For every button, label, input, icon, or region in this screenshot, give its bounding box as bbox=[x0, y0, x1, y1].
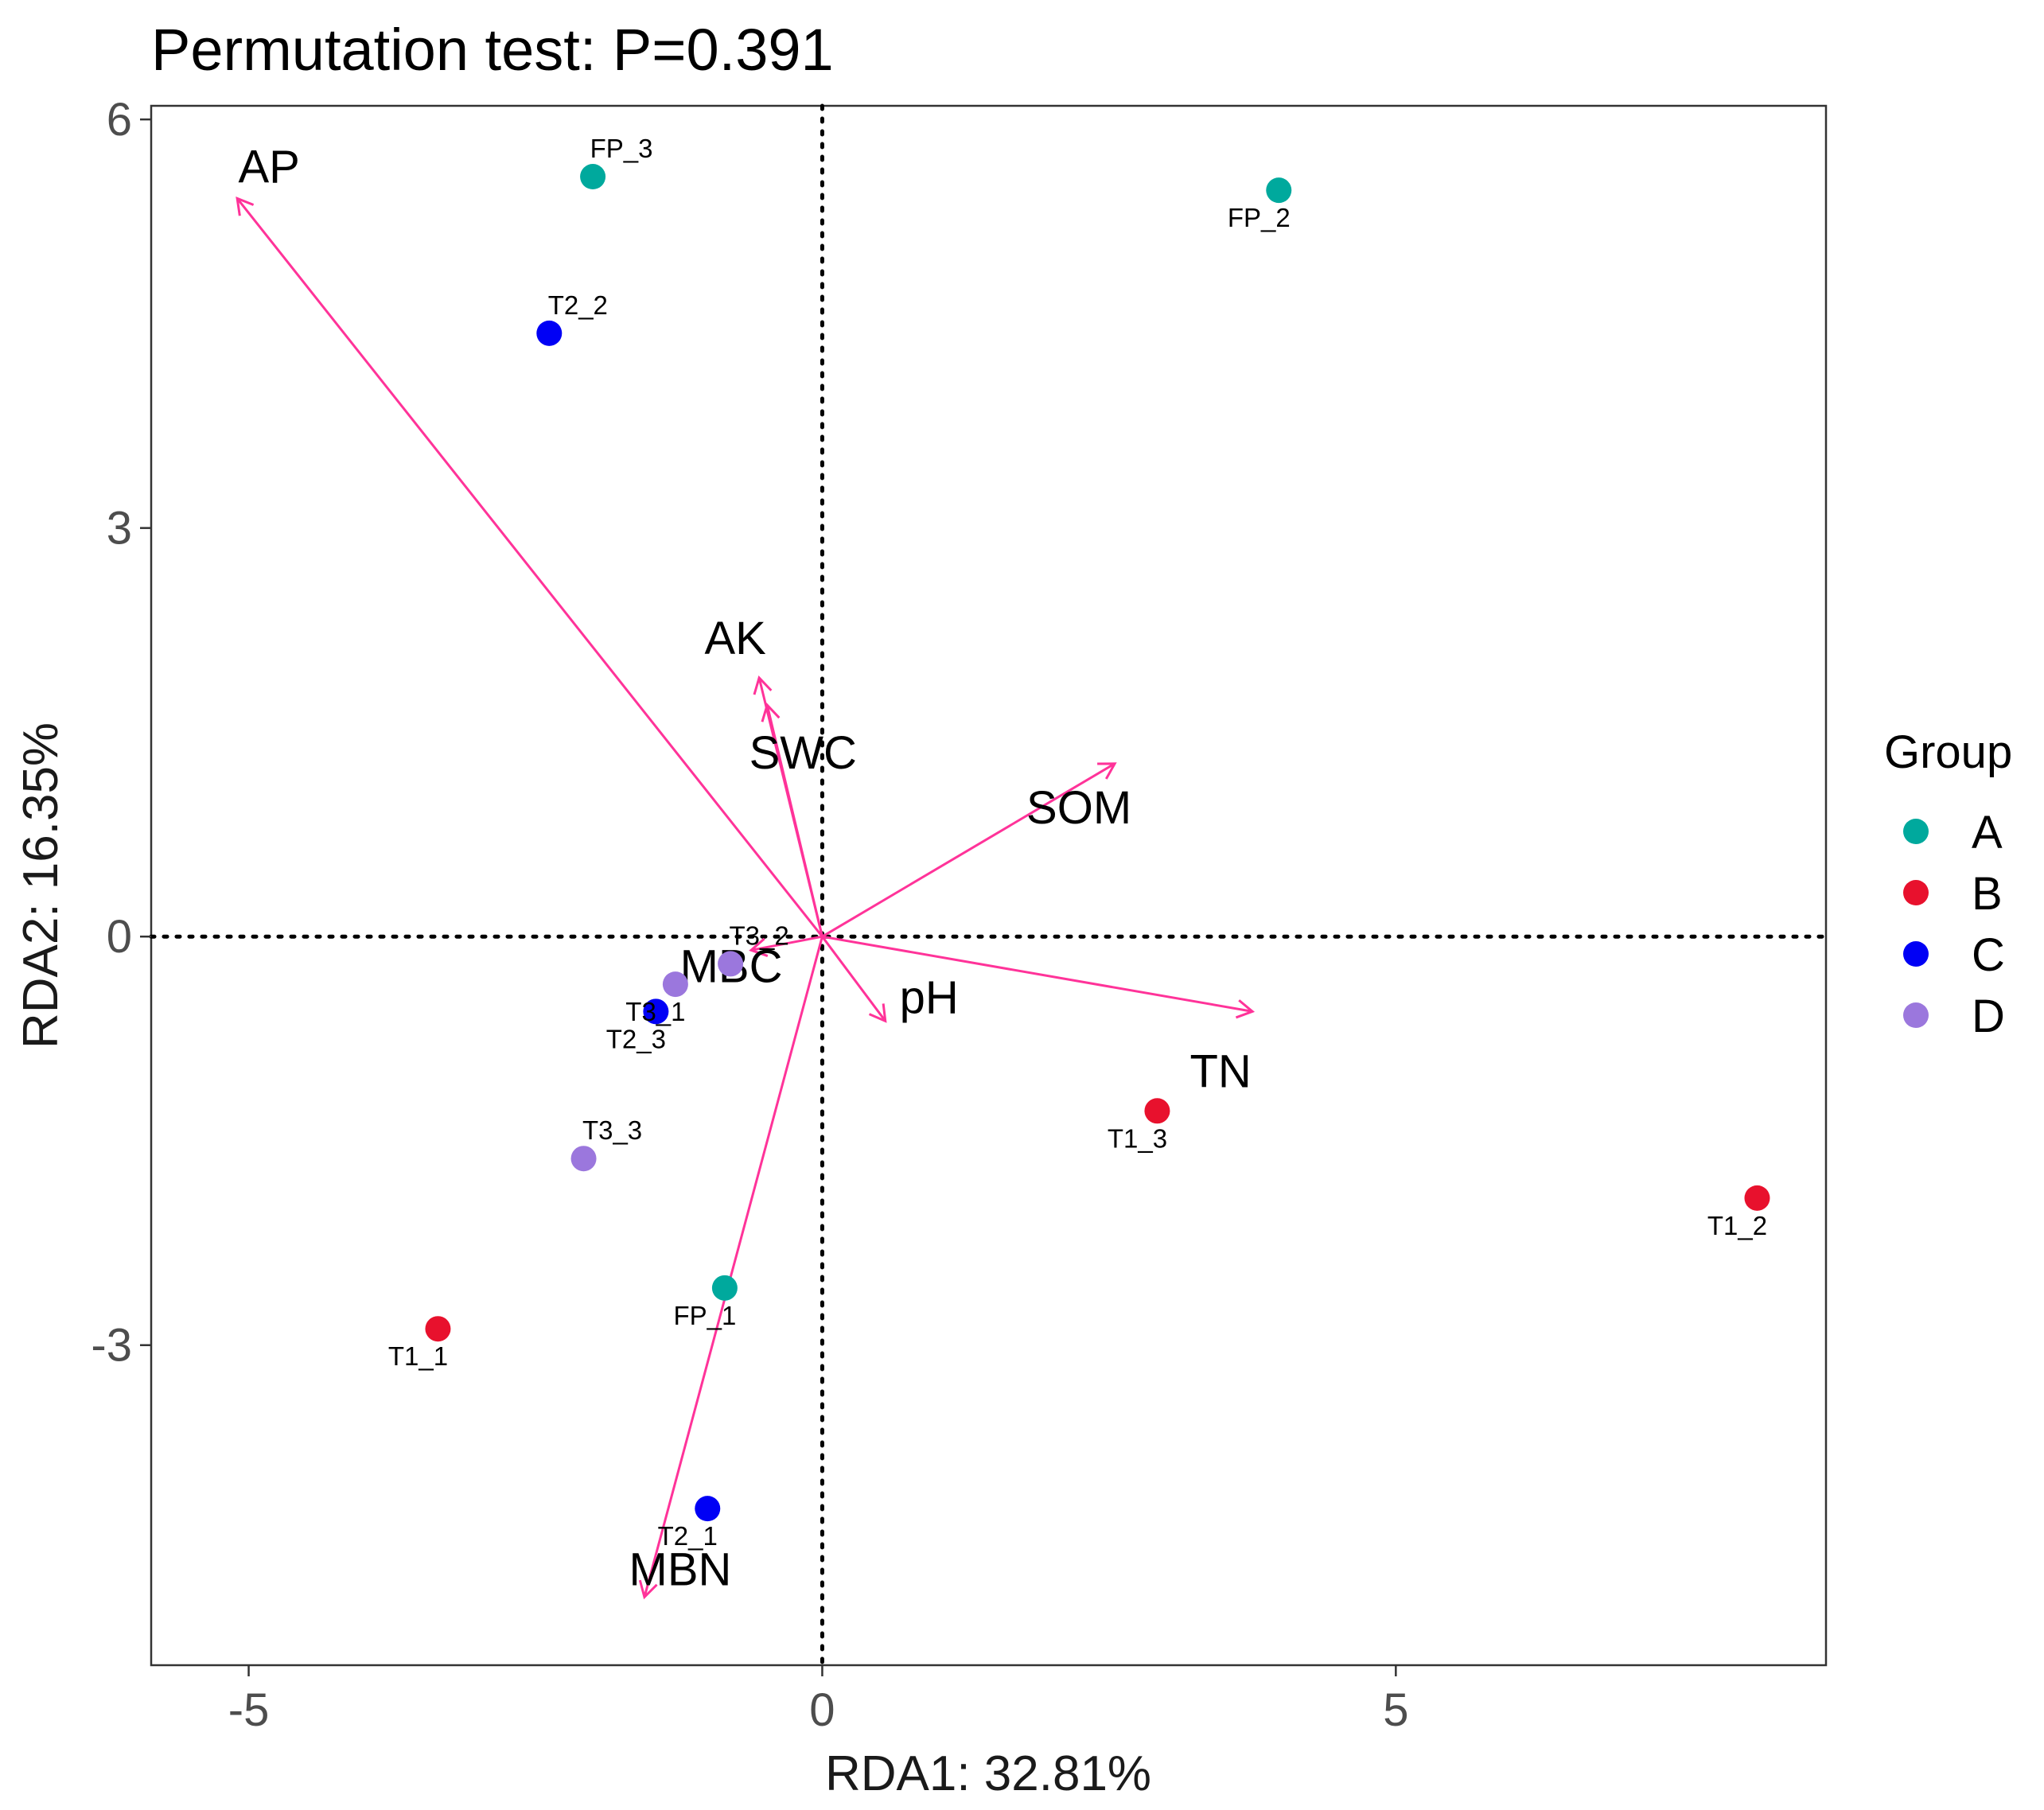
x-tick-label: 5 bbox=[1383, 1684, 1408, 1736]
arrow-mbn bbox=[643, 936, 823, 1598]
legend-label-c: C bbox=[1972, 929, 2005, 981]
chart-title: Permutation test: P=0.391 bbox=[151, 17, 834, 83]
arrow-som bbox=[821, 762, 1115, 938]
point-t1_1 bbox=[425, 1316, 451, 1342]
sample-points: FP_1 FP_2 FP_3 T1_1 T1_2 T1_3 T2_1 T2_2 T2_3T3_1… bbox=[388, 134, 1770, 1551]
arrow-label-ak: AK bbox=[704, 613, 766, 664]
point-t3_1 bbox=[662, 971, 688, 998]
point-label-t2_1: T2_1 bbox=[658, 1521, 718, 1551]
arrow-label-ap: AP bbox=[238, 141, 299, 193]
arrowhead-mbn bbox=[638, 1579, 658, 1600]
point-label-fp_2: FP_2 bbox=[1228, 203, 1291, 232]
arrowhead-ph bbox=[868, 1003, 887, 1023]
arrow-label-mbn: MBN bbox=[629, 1543, 732, 1595]
point-t2_1 bbox=[695, 1496, 721, 1522]
arrow-ap bbox=[236, 197, 823, 938]
point-t3_2 bbox=[718, 951, 744, 977]
arrow-label-ph: pH bbox=[900, 971, 959, 1023]
legend-key-a bbox=[1903, 819, 1929, 844]
arrow-ph bbox=[821, 936, 886, 1022]
point-label-t1_1: T1_1 bbox=[388, 1341, 448, 1371]
arrow-label-swc: SWC bbox=[749, 727, 857, 779]
point-label-t1_3: T1_3 bbox=[1108, 1123, 1167, 1153]
plot-panel bbox=[150, 104, 1828, 1667]
y-tick-label: 3 bbox=[107, 503, 132, 555]
point-label-t2_2: T2_2 bbox=[548, 290, 608, 320]
x-tick-label: -5 bbox=[228, 1684, 270, 1736]
point-label-t3_3: T3_3 bbox=[582, 1115, 642, 1145]
arrowhead-mbc bbox=[749, 937, 769, 957]
y-axis-ticks: -3 0 3 6 bbox=[91, 94, 151, 1372]
y-tick-label: 0 bbox=[107, 911, 132, 963]
point-fp_2 bbox=[1266, 177, 1292, 204]
x-tick-label: 0 bbox=[809, 1684, 835, 1736]
legend-title: Group bbox=[1884, 726, 2012, 778]
point-label-t2_3: T2_3 bbox=[606, 1024, 666, 1053]
point-label-t3_1: T3_1 bbox=[625, 997, 685, 1026]
legend-label-d: D bbox=[1972, 991, 2005, 1042]
point-fp_1 bbox=[711, 1275, 738, 1301]
point-t3_3 bbox=[570, 1146, 597, 1172]
legend-key-b bbox=[1903, 880, 1929, 905]
point-t1_3 bbox=[1144, 1098, 1170, 1124]
point-label-t3_2: T3_2 bbox=[729, 921, 788, 950]
arrow-label-tn: TN bbox=[1189, 1045, 1251, 1097]
y-tick-label: -3 bbox=[91, 1320, 132, 1372]
x-axis-ticks: -5 0 5 bbox=[228, 1665, 1408, 1736]
point-t1_2 bbox=[1744, 1185, 1770, 1211]
y-tick-label: 6 bbox=[107, 94, 132, 146]
arrowhead-som bbox=[1097, 762, 1117, 780]
arrowhead-ap bbox=[236, 197, 255, 216]
legend-label-b: B bbox=[1972, 868, 2003, 920]
arrow-label-som: SOM bbox=[1026, 782, 1131, 834]
arrow-swc bbox=[765, 704, 823, 937]
x-axis-title: RDA1: 32.81% bbox=[825, 1746, 1151, 1801]
arrowhead-tn bbox=[1235, 999, 1256, 1019]
point-t2_2 bbox=[536, 320, 563, 346]
legend-key-c bbox=[1903, 941, 1929, 967]
arrow-mbc bbox=[750, 935, 823, 952]
environmental-arrows: APAKSWCSOMMBCpHTNMBN bbox=[236, 141, 1256, 1600]
point-t2_3 bbox=[643, 998, 669, 1025]
legend-key-d bbox=[1903, 1002, 1929, 1028]
y-axis-title: RDA2: 16.35% bbox=[14, 722, 68, 1049]
point-label-fp_3: FP_3 bbox=[590, 134, 653, 163]
arrow-tn bbox=[822, 935, 1253, 1013]
point-fp_3 bbox=[580, 164, 606, 190]
point-label-fp_1: FP_1 bbox=[673, 1301, 736, 1330]
arrowhead-ak bbox=[753, 675, 773, 695]
arrowhead-swc bbox=[761, 703, 781, 722]
point-label-t1_2: T1_2 bbox=[1707, 1211, 1767, 1240]
legend-label-a: A bbox=[1972, 807, 2003, 858]
